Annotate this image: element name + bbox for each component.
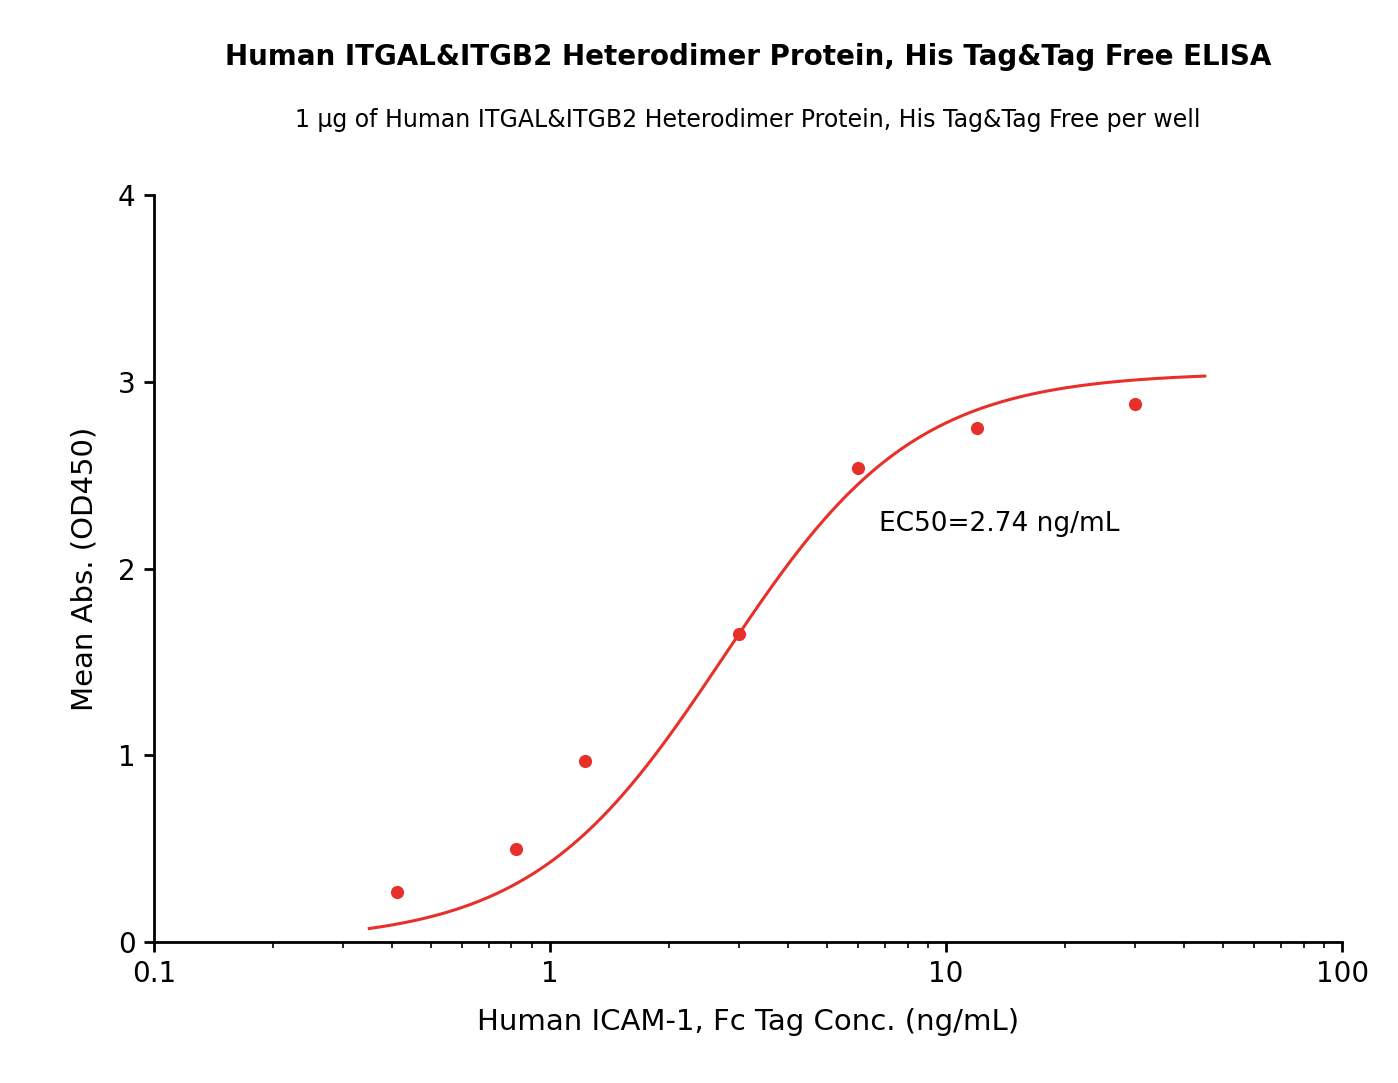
Y-axis label: Mean Abs. (OD450): Mean Abs. (OD450) (70, 427, 98, 710)
Point (386, 883, 408, 900)
Point (575, 753, 597, 770)
X-axis label: Human ICAM-1, Fc Tag Conc. (ng/mL): Human ICAM-1, Fc Tag Conc. (ng/mL) (477, 1007, 1019, 1035)
Point (966, 420, 988, 438)
Text: Human ITGAL&ITGB2 Heterodimer Protein, His Tag&Tag Free ELISA: Human ITGAL&ITGB2 Heterodimer Protein, H… (225, 43, 1271, 71)
Point (505, 840, 527, 858)
Point (1124, 395, 1146, 413)
Point (728, 625, 751, 642)
Point (847, 459, 870, 477)
Text: EC50=2.74 ng/mL: EC50=2.74 ng/mL (878, 511, 1120, 537)
Text: 1 μg of Human ITGAL&ITGB2 Heterodimer Protein, His Tag&Tag Free per well: 1 μg of Human ITGAL&ITGB2 Heterodimer Pr… (295, 108, 1201, 132)
